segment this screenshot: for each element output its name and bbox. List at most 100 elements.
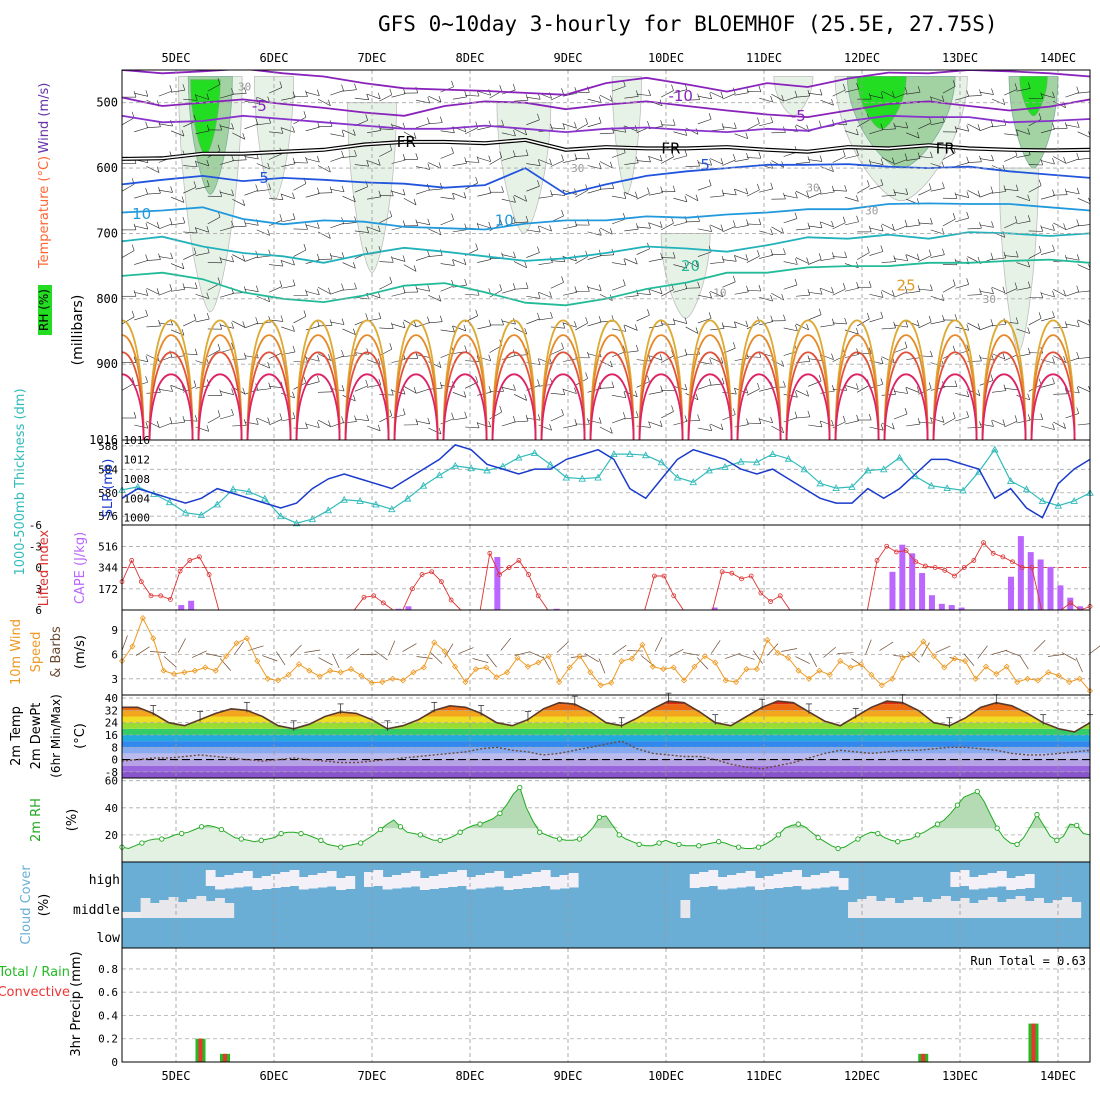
rh-contour-label: 30 (983, 293, 996, 306)
wind-barb (1077, 423, 1090, 426)
wind-barb-flag (206, 425, 210, 432)
wind-barb-flag (1076, 121, 1080, 128)
day-label-top: 14DEC (1040, 51, 1076, 65)
wind-barb (881, 90, 895, 98)
wind-barb (232, 254, 245, 262)
rh2m-point (278, 830, 284, 837)
wind-barb-flag (991, 154, 994, 162)
wind-barb-flag (499, 405, 503, 413)
wind-barb-10m (837, 652, 854, 654)
wind-barb-flag (1002, 286, 1006, 293)
rh-legend-swatch (38, 285, 52, 335)
wind-barb-flag (193, 114, 197, 122)
thickness-point (229, 485, 237, 493)
wind-barb-flag (524, 327, 527, 335)
cape-bar (919, 573, 926, 610)
pressure-tick-label: 900 (96, 357, 118, 371)
wind-barb (832, 89, 846, 97)
wind-barb (820, 420, 834, 427)
wind-barb (599, 320, 614, 323)
wind-barb-flag (255, 317, 258, 324)
wind-barb-flag (720, 423, 724, 430)
wind-barb (795, 95, 810, 98)
wind-barb (1089, 260, 1090, 261)
precip-convective-label: Convective (0, 985, 70, 1000)
wind-barb-10m (402, 643, 417, 652)
wind-barb (158, 90, 172, 97)
isotherm-warm-loop (246, 319, 292, 440)
lifted-index-point (971, 558, 977, 563)
wind-barb-flag (709, 92, 712, 99)
wind-barb (636, 193, 650, 200)
wind-barb-flag (794, 411, 798, 418)
wind-barb-flag (770, 228, 773, 235)
wind-barb-flag (990, 186, 994, 193)
wind-barb-flag (708, 179, 712, 186)
cape-bar (948, 605, 955, 610)
wind-barb (795, 390, 809, 397)
wind-barb-flag (671, 84, 674, 91)
wind-barb (526, 417, 541, 421)
wind-barb (1040, 93, 1055, 99)
thickness-tick-label: 580 (98, 487, 118, 500)
pressure-tick-label: 800 (96, 292, 118, 306)
thickness-tick-label: 588 (98, 440, 118, 453)
wind-barb-10m (346, 648, 360, 659)
wind-barb-flag (145, 355, 149, 362)
rh2m-point (954, 802, 961, 808)
wind-barb-flag (880, 291, 884, 298)
wind-barb-flag (439, 382, 443, 389)
wind-barb-flag (256, 418, 259, 425)
wind-barb (146, 287, 160, 295)
wind-barb (795, 124, 809, 132)
wind-barb-flag (501, 318, 504, 326)
wind-barb (857, 252, 870, 260)
wind-barb (697, 185, 712, 191)
wind-barb (514, 155, 529, 157)
wind-barb (1016, 88, 1031, 92)
wind-barb-flag (746, 152, 749, 160)
wind-barb (1089, 127, 1090, 128)
lifted-index-point (448, 597, 454, 603)
wind-barb (330, 90, 344, 96)
wind-barb (636, 425, 651, 428)
isotherm-label: 5 (700, 156, 710, 174)
wind-barb (612, 328, 626, 332)
wind-barb (660, 156, 674, 164)
wind-barb (624, 191, 638, 198)
lifted-index-point (419, 572, 425, 577)
wind-barb (158, 422, 172, 429)
wind-barb (759, 387, 773, 392)
wind-barb-flag (880, 424, 884, 431)
lifted-index-point (777, 593, 783, 599)
wind-barb (710, 91, 724, 99)
wind-barb-flag (684, 348, 688, 356)
wind-barb-flag (610, 95, 613, 102)
wind-barb-flag (181, 262, 185, 269)
wind-barb (1065, 257, 1080, 261)
wind-barb-flag (990, 252, 994, 259)
wind-speed-point (337, 669, 344, 676)
wind-barb (844, 385, 859, 390)
wind-barb (170, 263, 185, 270)
wind-barb-flag (280, 259, 284, 267)
temp-color-band (122, 753, 1090, 760)
wind-barb-flag (757, 250, 760, 257)
wind-barb-flag (145, 376, 148, 383)
wind-barb (881, 194, 896, 197)
wind-barb-flag (182, 415, 186, 423)
cloud-high-clear (708, 870, 719, 886)
wind-barb-flag (303, 310, 307, 317)
wind-barb (1065, 190, 1080, 195)
wind-barb (550, 282, 564, 289)
wind-barb-flag (928, 249, 932, 256)
wind-barb (1053, 156, 1066, 164)
slp-ylabel: SLP (mb) (101, 459, 116, 518)
thickness-point (419, 481, 428, 489)
cape-bar (405, 606, 412, 610)
day-label-bottom: 8DEC (456, 1069, 485, 1083)
wind-barb-flag (329, 252, 333, 260)
wind-barb (955, 393, 969, 397)
cloud-high-clear (550, 877, 560, 890)
